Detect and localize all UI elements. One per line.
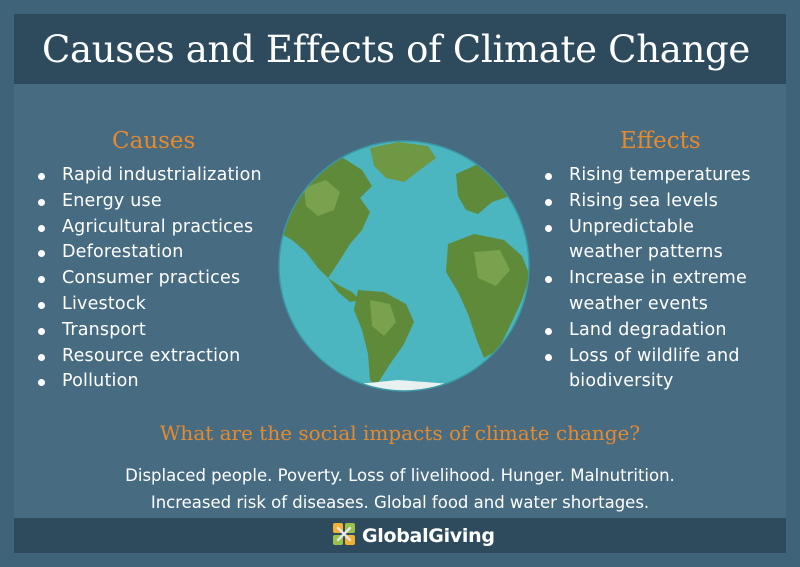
list-item: Agricultural practices [38,215,262,241]
list-item: Consumer practices [38,266,262,292]
list-item: Loss of wildlife and [545,344,751,370]
list-item: Rising sea levels [545,189,751,215]
effects-heading: Effects [620,128,701,154]
list-item: Deforestation [38,240,262,266]
effects-list: Rising temperatures Rising sea levels Un… [545,163,751,395]
list-item: Land degradation [545,318,751,344]
impacts-line: Displaced people. Poverty. Loss of livel… [125,466,675,485]
list-item-continuation: weather events [569,293,709,314]
list-item: Rising temperatures [545,163,751,189]
social-impacts-text: Displaced people. Poverty. Loss of livel… [0,462,800,516]
list-item: Pollution [38,369,262,395]
causes-list: Rapid industrialization Energy use Agric… [38,163,262,395]
brand: GlobalGiving [332,522,495,550]
footer-bar [14,518,786,553]
globalgiving-logo-icon [332,522,356,550]
title-bar: Causes and Effects of Climate Change [14,14,786,84]
social-impacts-question: What are the social impacts of climate c… [159,421,641,445]
list-item-continuation: biodiversity [569,371,674,392]
earth-globe-icon [278,140,530,392]
page-title: Causes and Effects of Climate Change [42,28,750,71]
impacts-line: Increased risk of diseases. Global food … [150,493,650,512]
brand-name: GlobalGiving [362,525,495,547]
list-item: Rapid industrialization [38,163,262,189]
list-item: Unpredictable [545,215,751,241]
list-item: Energy use [38,189,262,215]
list-item: Resource extraction [38,344,262,370]
list-item: Increase in extreme [545,266,751,292]
list-item-continuation: weather patterns [569,242,723,263]
list-item: Transport [38,318,262,344]
list-item: Livestock [38,292,262,318]
causes-heading: Causes [112,128,196,154]
